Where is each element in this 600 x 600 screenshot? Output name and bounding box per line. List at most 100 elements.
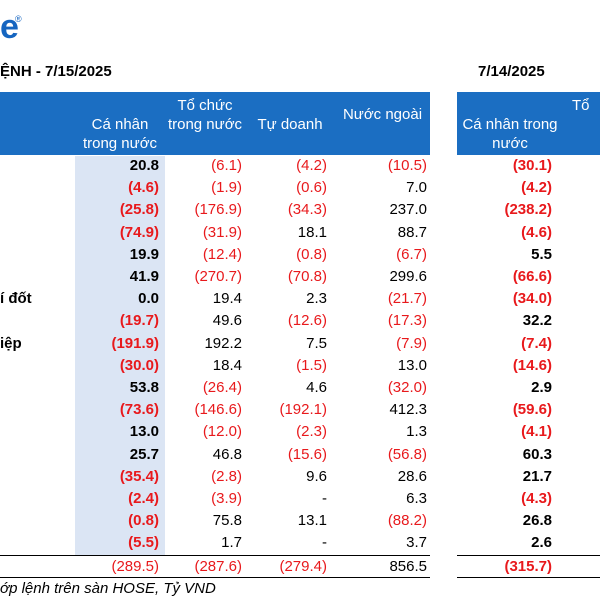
table-cell: (279.4) <box>279 558 327 575</box>
table-cell: 28.6 <box>397 467 427 485</box>
table-cell: (10.5) <box>387 157 427 174</box>
table-cell: 75.8 <box>212 512 242 530</box>
table-cell: (88.2) <box>387 512 427 530</box>
table-cell: (1.9) <box>211 179 242 197</box>
table-cell: 2.9 <box>531 379 552 396</box>
table-cell: 237.0 <box>389 201 427 219</box>
column-shade <box>75 156 165 555</box>
table-cell: (3.9) <box>211 490 242 507</box>
row-label: iệp <box>0 334 22 352</box>
table-cell: 18.1 <box>297 223 327 241</box>
column-header: Tổ chức trong nước <box>167 97 243 133</box>
table-cell: 21.7 <box>522 467 552 485</box>
table-cell: (34.3) <box>287 201 327 219</box>
table-cell: (74.9) <box>119 223 159 241</box>
table-cell: 7.5 <box>306 334 327 352</box>
table-cell: (0.8) <box>128 512 159 530</box>
table-cell: (56.8) <box>387 445 427 463</box>
header-band <box>0 92 430 155</box>
table-cell: (289.5) <box>111 558 159 575</box>
table-cell: 49.6 <box>212 312 242 330</box>
column-header: Cá nhân trong nước <box>462 116 558 152</box>
table-cell: (7.9) <box>396 334 427 352</box>
table-cell: 5.5 <box>531 245 552 263</box>
table-cell: 3.7 <box>406 534 427 552</box>
title-previous: 7/14/2025 <box>478 63 545 80</box>
table-cell: (4.6) <box>521 223 552 241</box>
logo-mark: ® <box>15 14 22 24</box>
table-cell: (2.3) <box>296 423 327 441</box>
footnote: ớp lệnh trên sàn HOSE, Tỷ VND <box>0 580 216 597</box>
table-cell: 19.9 <box>129 245 159 263</box>
table-cell: (4.2) <box>521 179 552 197</box>
row-label: í đốt <box>0 290 32 308</box>
table-cell: (4.1) <box>521 423 552 441</box>
table-cell: 32.2 <box>522 312 552 330</box>
table-cell: 20.8 <box>129 157 159 174</box>
table-cell: (7.4) <box>521 334 552 352</box>
table-cell: (14.6) <box>512 356 552 374</box>
table-cell: 192.2 <box>204 334 242 352</box>
table-cell: (59.6) <box>512 401 552 419</box>
table-cell: (12.0) <box>202 423 242 441</box>
table-cell: 6.3 <box>406 490 427 507</box>
table-cell: 299.6 <box>389 268 427 285</box>
table-cell: 1.7 <box>221 534 242 552</box>
table-cell: - <box>322 490 327 507</box>
table-cell: (12.4) <box>202 245 242 263</box>
table-cell: (1.5) <box>296 356 327 374</box>
rule <box>0 555 430 556</box>
table-cell: (270.7) <box>194 268 242 285</box>
table-cell: (146.6) <box>194 401 242 419</box>
table-cell: (21.7) <box>387 290 427 308</box>
column-header: Tự doanh <box>257 116 323 133</box>
table-cell: (2.8) <box>211 467 242 485</box>
header-band <box>457 92 600 155</box>
table-cell: (4.6) <box>128 179 159 197</box>
table-cell: 2.6 <box>531 534 552 552</box>
table-cell: (192.1) <box>279 401 327 419</box>
table-cell: 4.6 <box>306 379 327 396</box>
table-cell: (26.4) <box>202 379 242 396</box>
table-cell: - <box>322 534 327 552</box>
table-cell: (2.4) <box>128 490 159 507</box>
table-cell: (30.1) <box>512 157 552 174</box>
table-cell: (35.4) <box>119 467 159 485</box>
table-cell: (25.8) <box>119 201 159 219</box>
table-cell: (70.8) <box>287 268 327 285</box>
table-cell: (4.2) <box>296 157 327 174</box>
table-cell: (238.2) <box>504 201 552 219</box>
table-cell: (315.7) <box>504 558 552 575</box>
rule <box>457 577 600 578</box>
table-cell: 13.0 <box>129 423 159 441</box>
table-cell: (0.8) <box>296 245 327 263</box>
table-cell: 7.0 <box>406 179 427 197</box>
column-header: Tổ <box>572 97 590 114</box>
table-cell: (30.0) <box>119 356 159 374</box>
table-cell: 41.9 <box>129 268 159 285</box>
table-cell: (191.9) <box>111 334 159 352</box>
table-cell: (12.6) <box>287 312 327 330</box>
table-cell: 412.3 <box>389 401 427 419</box>
table-cell: 53.8 <box>129 379 159 396</box>
table-cell: 18.4 <box>212 356 242 374</box>
table-cell: (17.3) <box>387 312 427 330</box>
rule <box>457 555 600 556</box>
table-cell: 60.3 <box>522 445 552 463</box>
table-cell: (6.7) <box>396 245 427 263</box>
table-cell: 26.8 <box>522 512 552 530</box>
table-cell: (19.7) <box>119 312 159 330</box>
table-cell: (6.1) <box>211 157 242 174</box>
table-cell: 2.3 <box>306 290 327 308</box>
rule <box>0 577 430 578</box>
table-cell: (0.6) <box>296 179 327 197</box>
table-cell: 0.0 <box>138 290 159 308</box>
table-cell: (287.6) <box>194 558 242 575</box>
table-cell: (32.0) <box>387 379 427 396</box>
table-cell: 1.3 <box>406 423 427 441</box>
title: ỆNH - 7/15/2025 <box>0 63 112 80</box>
table-cell: 46.8 <box>212 445 242 463</box>
table-cell: 25.7 <box>129 445 159 463</box>
table-cell: (4.3) <box>521 490 552 507</box>
